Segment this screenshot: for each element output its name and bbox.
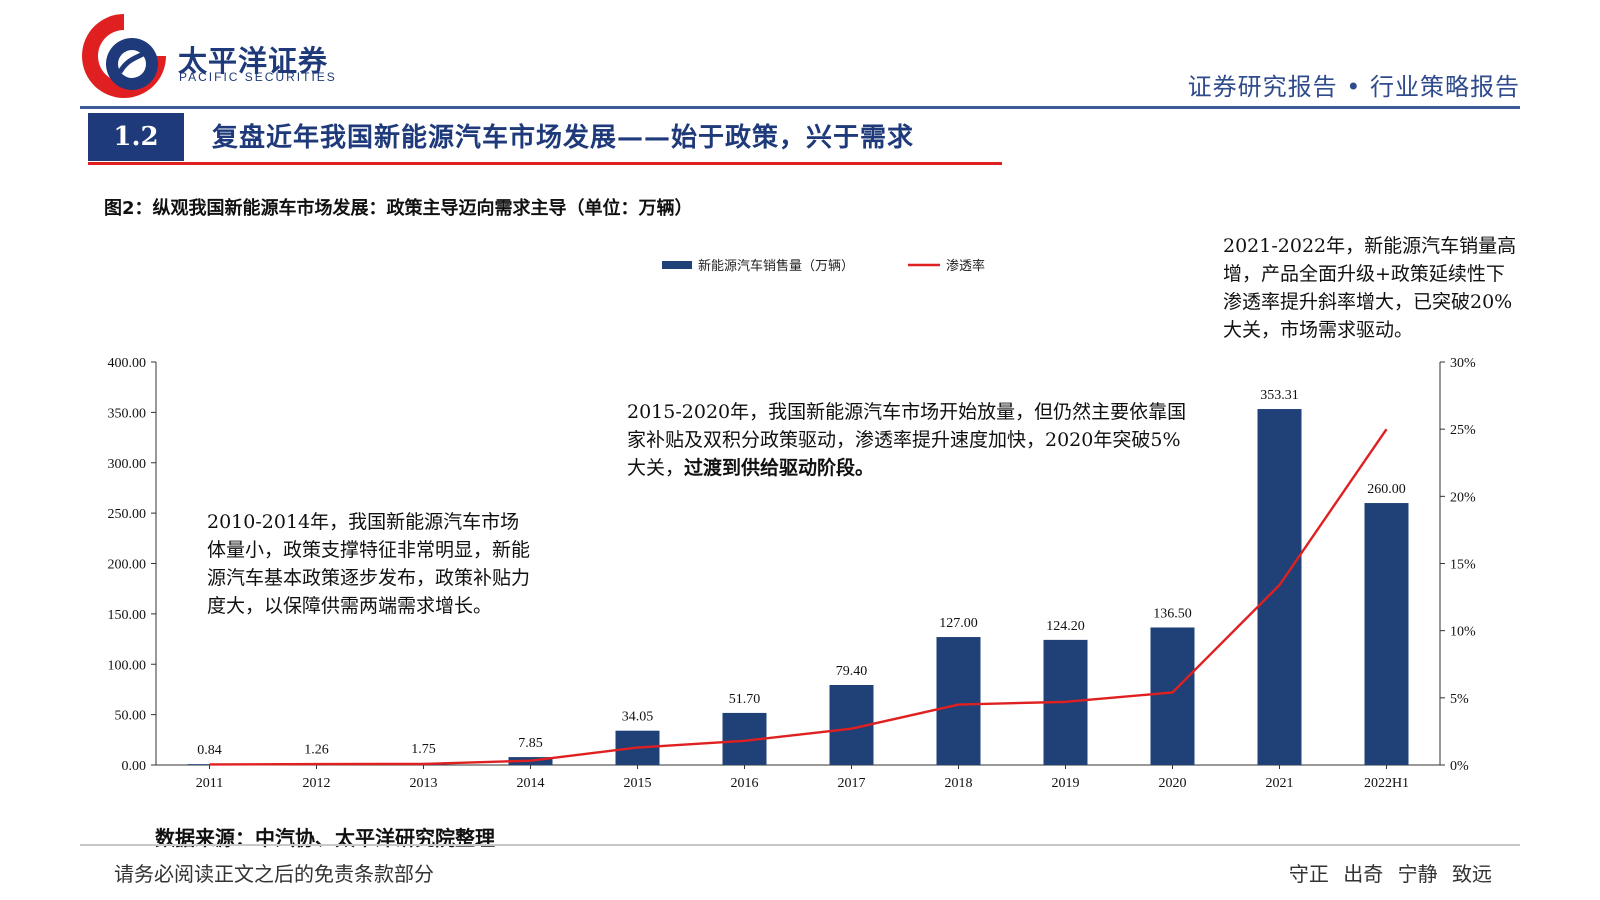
disclaimer-note: 请务必阅读正文之后的免责条款部分 [114, 862, 434, 886]
x-tick-label: 2018 [945, 776, 973, 791]
x-tick-label: 2011 [196, 776, 223, 791]
bar-value-label: 136.50 [1153, 606, 1192, 621]
bar [1150, 627, 1195, 765]
annotation-2015-2020-emphasis: 过渡到供给驱动阶段。 [684, 457, 875, 479]
right-tick-label: 5% [1450, 692, 1469, 707]
brand-logo [82, 14, 166, 98]
annotation-2021-2022: 2021-2022年，新能源汽车销量高增，产品全面升级+政策延续性下渗透率提升斜… [1223, 235, 1517, 341]
x-tick-label: 2017 [838, 776, 866, 791]
bar-value-label: 127.00 [939, 616, 978, 631]
annotation-2010-2014: 2010-2014年，我国新能源汽车市场体量小，政策支撑特征非常明显，新能源汽车… [207, 511, 531, 617]
x-tick-label: 2022H1 [1364, 776, 1409, 791]
left-tick-label: 250.00 [108, 507, 147, 522]
bar [187, 764, 232, 765]
report-type: 证券研究报告 • 行业策略报告 [1187, 73, 1520, 101]
section-title: 复盘近年我国新能源汽车市场发展——始于政策，兴于需求 [212, 123, 915, 153]
section-number: 1.2 [88, 113, 184, 161]
data-source: 数据来源：中汽协、太平洋研究院整理 [155, 826, 495, 850]
brand-name: 太平洋证券 [178, 44, 329, 78]
legend-bar-label: 新能源汽车销售量（万辆） [698, 258, 854, 274]
figure-title: 图2：纵观我国新能源车市场发展：政策主导迈向需求主导（单位：万辆） [104, 198, 693, 219]
footer-divider [80, 844, 1520, 846]
x-tick-label: 2020 [1159, 776, 1187, 791]
right-tick-label: 25% [1450, 423, 1476, 438]
right-tick-label: 10% [1450, 625, 1476, 640]
x-tick-label: 2021 [1266, 776, 1294, 791]
bar-value-label: 51.70 [729, 692, 761, 707]
bar-value-label: 79.40 [836, 664, 868, 679]
brand-subtitle: PACIFIC SECURITIES [179, 70, 337, 84]
left-tick-label: 0.00 [122, 759, 147, 774]
x-tick-label: 2013 [410, 776, 438, 791]
header-divider [80, 106, 1520, 109]
left-tick-label: 100.00 [108, 658, 147, 673]
annotation-2015-2020: 2015-2020年，我国新能源汽车市场开始放量，但仍然主要依靠国家补贴及双积分… [627, 398, 1192, 482]
x-tick-label: 2016 [731, 776, 759, 791]
bar-value-label: 1.75 [411, 742, 436, 757]
right-tick-label: 20% [1450, 490, 1476, 505]
company-motto: 守正 出奇 宁静 致远 [1288, 862, 1492, 886]
right-tick-label: 30% [1450, 356, 1476, 371]
x-tick-label: 2012 [303, 776, 331, 791]
bar-value-label: 7.85 [518, 736, 543, 751]
bar-value-label: 353.31 [1260, 388, 1299, 403]
left-tick-label: 300.00 [108, 457, 147, 472]
left-tick-label: 150.00 [108, 608, 147, 623]
bar-value-label: 0.84 [197, 743, 222, 758]
x-tick-label: 2014 [517, 776, 545, 791]
left-tick-label: 200.00 [108, 558, 147, 573]
bar [1364, 503, 1409, 765]
bar [936, 637, 981, 765]
legend-line-label: 渗透率 [946, 258, 985, 274]
right-tick-label: 15% [1450, 558, 1476, 573]
bar-value-label: 1.26 [304, 743, 329, 758]
bar-value-label: 34.05 [622, 710, 654, 725]
bar [1257, 409, 1302, 765]
annotation-2015-2020-text: 2015-2020年，我国新能源汽车市场开始放量，但仍然主要依靠国家补贴及双积分… [627, 401, 1187, 479]
x-tick-label: 2015 [624, 776, 652, 791]
bar-value-label: 124.20 [1046, 619, 1085, 634]
bar-value-label: 260.00 [1367, 482, 1406, 497]
left-tick-label: 400.00 [108, 356, 147, 371]
right-tick-label: 0% [1450, 759, 1469, 774]
section-underline [88, 162, 1002, 165]
legend-bar-swatch [662, 261, 692, 269]
x-tick-label: 2019 [1052, 776, 1080, 791]
left-tick-label: 50.00 [115, 709, 147, 724]
penetration-line [209, 428, 1388, 766]
left-tick-label: 350.00 [108, 406, 147, 421]
